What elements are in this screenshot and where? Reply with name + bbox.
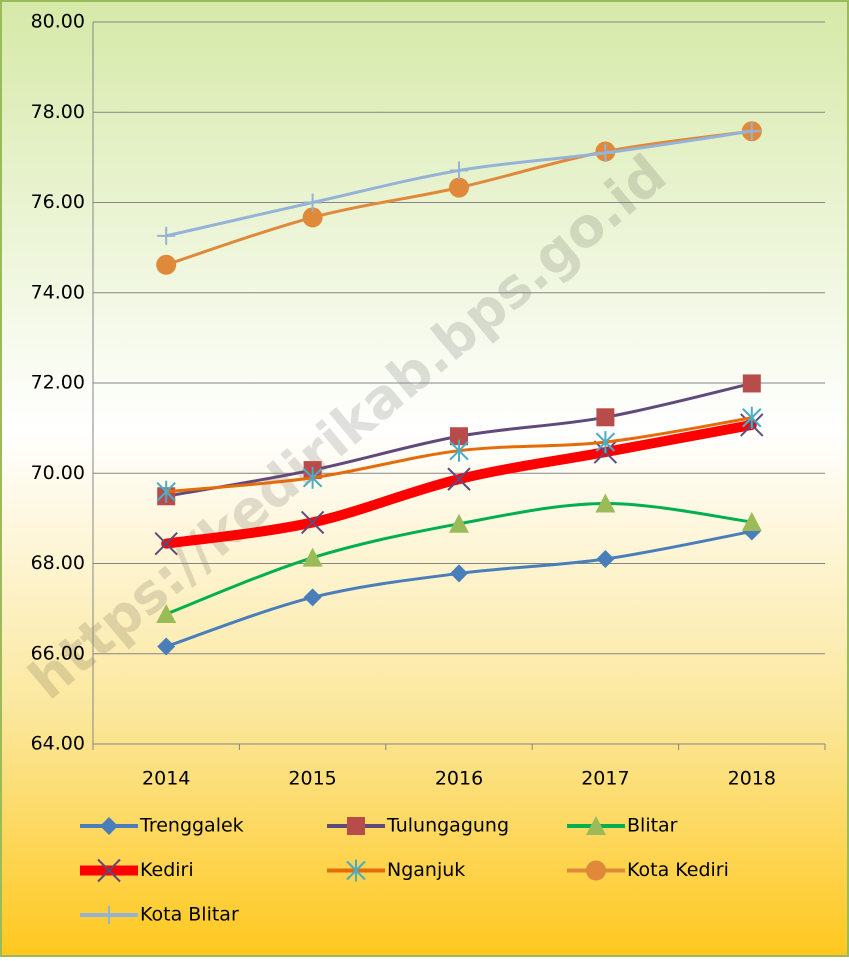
marker bbox=[742, 122, 761, 141]
legend-label: Tulungagung bbox=[386, 815, 509, 837]
marker bbox=[300, 510, 325, 535]
marker bbox=[303, 193, 322, 212]
marker bbox=[586, 816, 606, 835]
marker bbox=[450, 564, 468, 583]
y-tick-label: 64.00 bbox=[31, 733, 85, 755]
marker bbox=[742, 406, 762, 429]
marker bbox=[100, 817, 118, 835]
legend-label: Nganjuk bbox=[387, 859, 465, 881]
marker bbox=[100, 906, 118, 924]
marker bbox=[302, 547, 323, 567]
marker bbox=[154, 531, 178, 556]
marker bbox=[450, 161, 468, 180]
marker bbox=[449, 513, 469, 533]
marker bbox=[596, 549, 615, 568]
marker bbox=[595, 431, 616, 454]
marker bbox=[596, 143, 615, 162]
x-tick-label: 2015 bbox=[288, 768, 336, 790]
marker bbox=[346, 859, 366, 882]
y-tick-label: 74.00 bbox=[31, 281, 85, 303]
legend-label: Blitar bbox=[627, 815, 678, 837]
marker bbox=[156, 480, 176, 503]
marker bbox=[595, 493, 616, 513]
marker bbox=[742, 374, 761, 393]
y-tick-label: 70.00 bbox=[31, 462, 85, 484]
y-tick-label: 78.00 bbox=[31, 101, 85, 123]
x-tick-label: 2014 bbox=[142, 768, 190, 790]
marker bbox=[302, 207, 323, 228]
y-tick-label: 66.00 bbox=[31, 642, 85, 664]
marker bbox=[97, 858, 121, 883]
marker bbox=[347, 817, 365, 835]
y-tick-label: 76.00 bbox=[31, 191, 85, 213]
x-tick-label: 2018 bbox=[728, 768, 776, 790]
marker bbox=[449, 177, 469, 198]
marker bbox=[157, 226, 176, 245]
marker bbox=[449, 439, 469, 462]
marker bbox=[586, 860, 606, 881]
marker bbox=[156, 254, 177, 275]
y-tick-label: 68.00 bbox=[31, 552, 85, 574]
x-tick-label: 2017 bbox=[581, 768, 629, 790]
legend-label: Kota Kediri bbox=[627, 859, 729, 881]
y-tick-label: 80.00 bbox=[31, 11, 85, 33]
legend-label: Kediri bbox=[140, 859, 194, 881]
x-tick-label: 2016 bbox=[435, 768, 483, 790]
marker bbox=[596, 408, 615, 427]
marker bbox=[450, 427, 468, 446]
marker bbox=[447, 467, 471, 491]
marker bbox=[156, 604, 177, 624]
marker bbox=[303, 588, 322, 607]
legend-label: Trenggalek bbox=[139, 815, 244, 837]
marker bbox=[302, 466, 323, 489]
marker bbox=[741, 511, 762, 531]
marker bbox=[157, 637, 176, 656]
legend-label: Kota Blitar bbox=[140, 904, 239, 926]
y-tick-label: 72.00 bbox=[31, 372, 85, 394]
